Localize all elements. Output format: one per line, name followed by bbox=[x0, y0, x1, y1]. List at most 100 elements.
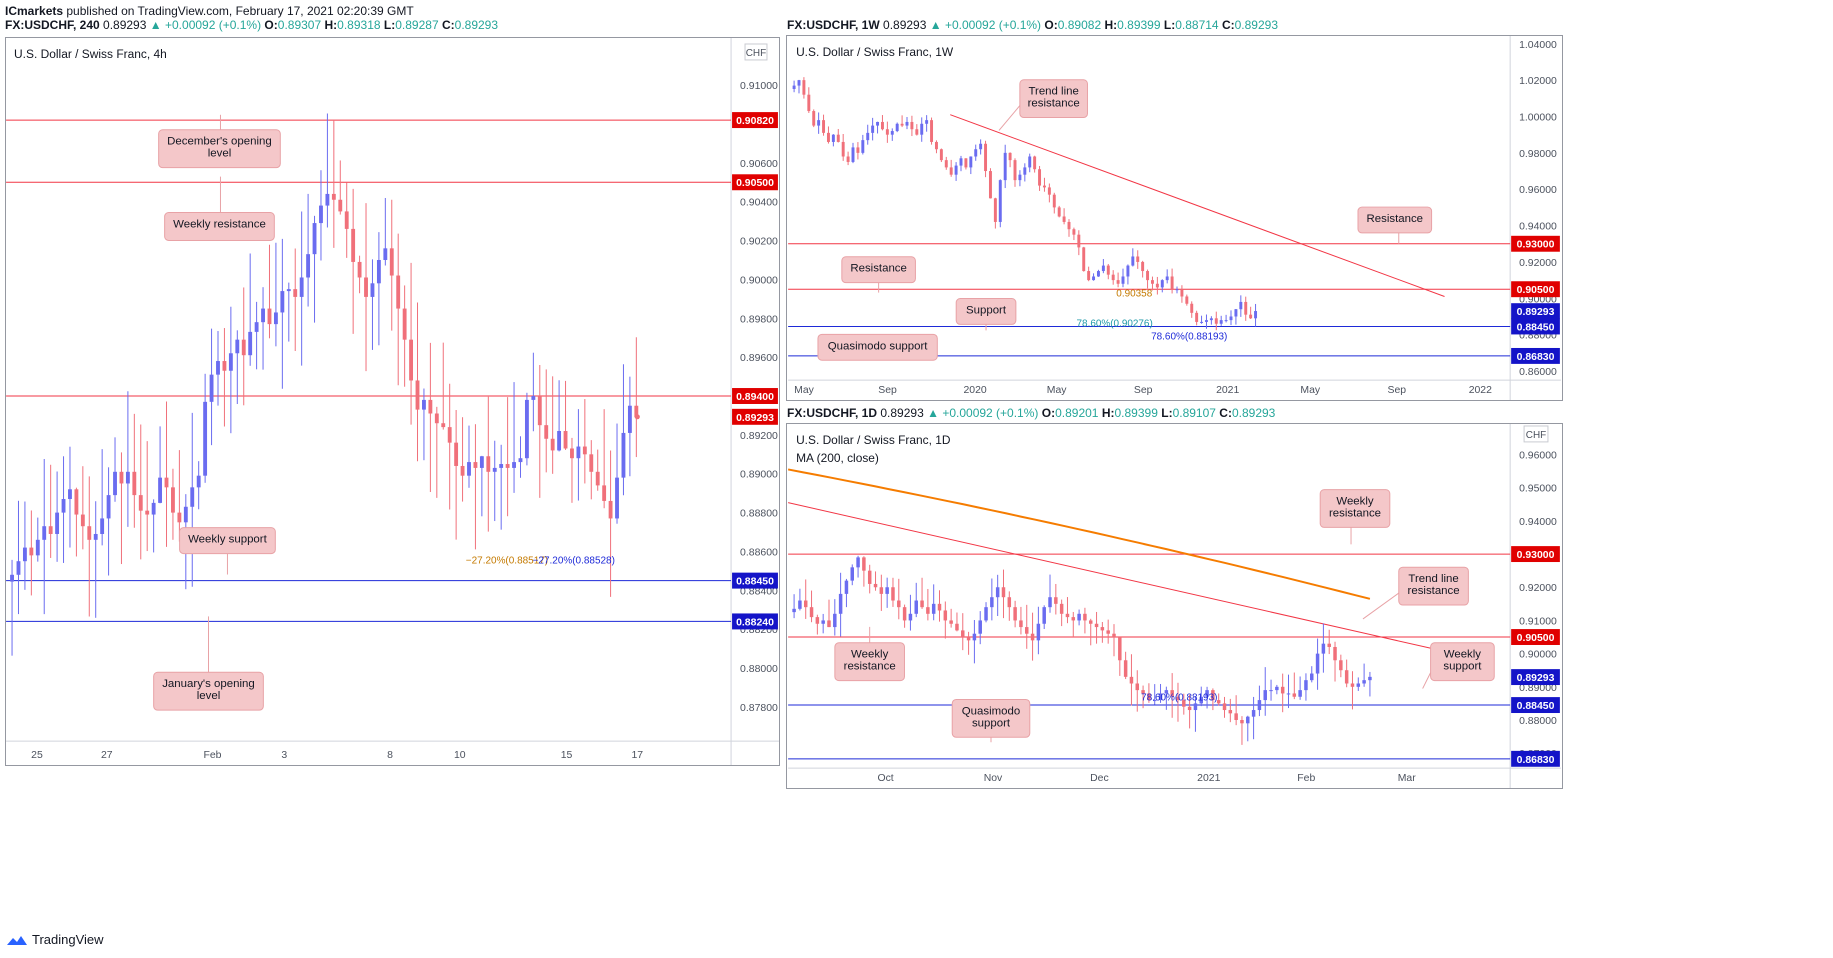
candle bbox=[518, 436, 523, 478]
h4-price: 0.89293 bbox=[103, 18, 147, 32]
candle-body bbox=[473, 462, 478, 468]
candle bbox=[978, 611, 982, 645]
candle bbox=[812, 109, 816, 128]
currency-label: CHF bbox=[1526, 430, 1546, 441]
w1-chart[interactable]: U.S. Dollar / Swiss Franc, 1W 1.04000 1.02… bbox=[786, 35, 1563, 401]
publisher-name[interactable]: ICmarkets bbox=[5, 4, 64, 18]
candle-body bbox=[106, 495, 111, 519]
candle-body bbox=[306, 254, 311, 278]
candle bbox=[312, 215, 317, 323]
candle-body bbox=[1121, 276, 1125, 284]
h4-symbol: FX:USDCHF, 240 bbox=[5, 18, 100, 32]
candle bbox=[1286, 674, 1291, 709]
candle-body bbox=[505, 464, 510, 468]
candle-body bbox=[943, 610, 948, 621]
candle-body bbox=[1214, 318, 1218, 324]
candle-body bbox=[833, 613, 837, 628]
w1-change: +0.00092 (+0.1%) bbox=[944, 18, 1042, 32]
candle-body bbox=[1286, 693, 1291, 695]
candle-body bbox=[74, 489, 79, 515]
trend-line bbox=[950, 114, 1445, 297]
candle-body bbox=[1048, 597, 1052, 608]
callout-box bbox=[817, 333, 938, 361]
price-tag-bg bbox=[1511, 347, 1560, 364]
candle-body bbox=[61, 499, 66, 513]
candle-body bbox=[486, 456, 491, 472]
price-tag-bg bbox=[1511, 750, 1560, 767]
fib-label: −27.20%(0.88517) bbox=[466, 556, 548, 567]
candle-body bbox=[846, 156, 850, 162]
candle bbox=[1111, 270, 1115, 285]
candle bbox=[998, 179, 1002, 228]
candle bbox=[1092, 273, 1096, 281]
price-tag-bg bbox=[1511, 235, 1560, 252]
fib-label: 0.90358 bbox=[1116, 289, 1152, 300]
candle bbox=[441, 342, 446, 430]
candle-body bbox=[409, 339, 414, 381]
candle-body bbox=[966, 637, 971, 641]
candle bbox=[1199, 686, 1203, 707]
candle-body bbox=[937, 603, 942, 611]
tradingview-logo[interactable]: TradingView bbox=[6, 932, 104, 947]
x-tick-label: 2020 bbox=[963, 385, 986, 396]
d1-close: 0.89293 bbox=[1231, 406, 1276, 420]
candle bbox=[203, 373, 208, 483]
candle bbox=[576, 409, 581, 501]
candle-body bbox=[926, 607, 930, 614]
candle bbox=[1038, 165, 1042, 191]
candle-body bbox=[908, 613, 913, 621]
candle-body bbox=[1042, 185, 1046, 188]
candle bbox=[222, 328, 227, 427]
candle-body bbox=[1028, 156, 1032, 168]
candle-body bbox=[119, 471, 124, 484]
fib-label: 78.60%(0.88193) bbox=[1141, 692, 1217, 703]
candle-body bbox=[113, 471, 117, 496]
candle bbox=[1013, 158, 1017, 187]
price-tag: 0.88450 bbox=[1511, 697, 1560, 714]
y-tick-label: 0.88200 bbox=[740, 625, 778, 636]
candle-body bbox=[1234, 309, 1238, 317]
candle-body bbox=[280, 291, 285, 313]
candle bbox=[563, 380, 568, 450]
candle-body bbox=[961, 630, 965, 638]
candle-body bbox=[254, 322, 259, 332]
candle-body bbox=[1019, 620, 1023, 628]
candle-body bbox=[1339, 660, 1343, 671]
candle-body bbox=[415, 380, 420, 410]
callout-label: Weekly resistance bbox=[173, 218, 266, 230]
candle-body bbox=[988, 171, 992, 199]
candle-body bbox=[862, 557, 866, 571]
candle bbox=[1339, 654, 1343, 678]
candle-body bbox=[1141, 690, 1145, 694]
candle-body bbox=[35, 539, 40, 556]
candle-body bbox=[1033, 156, 1037, 170]
candle-body bbox=[1257, 700, 1262, 711]
candle bbox=[979, 139, 983, 155]
candle bbox=[106, 467, 111, 576]
callout-label: level bbox=[197, 690, 221, 702]
price-tag-label: 0.89400 bbox=[736, 392, 774, 403]
candle bbox=[447, 383, 452, 510]
candle-body bbox=[934, 141, 938, 150]
price-tag-bg bbox=[1511, 669, 1560, 686]
candle-body bbox=[891, 587, 895, 601]
candle bbox=[1251, 696, 1256, 740]
x-tick-label: 3 bbox=[281, 750, 287, 761]
candle-body bbox=[1071, 617, 1076, 621]
candle bbox=[467, 425, 471, 488]
publisher-line: ICmarkets published on TradingView.com, … bbox=[5, 4, 414, 18]
candle-body bbox=[492, 467, 497, 472]
candle-body bbox=[42, 526, 47, 540]
candle-body bbox=[1199, 696, 1203, 704]
candle bbox=[949, 159, 953, 177]
callout: Resistance bbox=[1357, 206, 1433, 244]
candle bbox=[1072, 227, 1076, 241]
candle bbox=[1350, 671, 1355, 710]
h4-chart[interactable]: U.S. Dollar / Swiss Franc, 4h CHF 0.91000 0… bbox=[5, 37, 780, 766]
candle bbox=[273, 242, 278, 347]
candle bbox=[1327, 629, 1331, 655]
d1-chart[interactable]: U.S. Dollar / Swiss Franc, 1D MA (200, cl… bbox=[786, 423, 1563, 789]
candle-body bbox=[1368, 676, 1372, 681]
callout-label: Weekly support bbox=[188, 534, 268, 546]
candle-body bbox=[248, 331, 253, 356]
